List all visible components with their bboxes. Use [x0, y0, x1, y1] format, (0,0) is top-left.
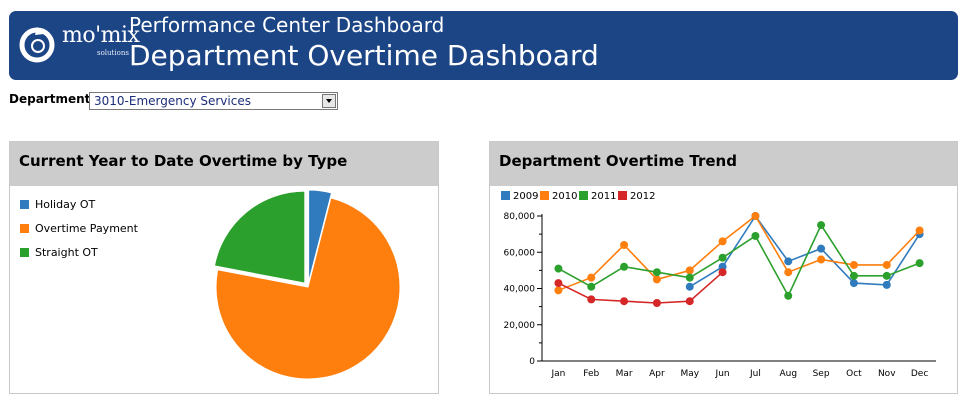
legend-label-2012: 2012 — [630, 191, 655, 202]
pie-legend-item: Straight OT — [20, 246, 98, 259]
data-point-2011[interactable] — [915, 259, 924, 268]
series-line-2012 — [558, 271, 724, 304]
legend-label-2009: 2009 — [513, 191, 538, 202]
data-point-2010[interactable] — [915, 226, 924, 235]
legend-swatch — [20, 248, 29, 257]
pie-chart — [213, 189, 401, 380]
department-select-value: 3010-Emergency Services — [94, 94, 251, 108]
pie-legend-label: Overtime Payment — [35, 222, 138, 235]
data-point-2011[interactable] — [817, 221, 826, 230]
data-point-2010[interactable] — [718, 237, 727, 246]
y-tick-label: 60,000 — [504, 248, 536, 258]
pie-legend-label: Straight OT — [35, 246, 98, 259]
legend-swatch — [618, 191, 627, 200]
legend-swatch — [20, 200, 29, 209]
data-point-2011[interactable] — [620, 262, 629, 271]
data-point-2011[interactable] — [685, 273, 694, 282]
data-point-2010[interactable] — [882, 260, 891, 269]
company-logo: mo'mix solutions — [17, 21, 140, 65]
logo-swirl-icon — [19, 27, 55, 63]
data-point-2009[interactable] — [882, 280, 891, 289]
x-tick-label: Apr — [649, 369, 665, 379]
data-point-2012[interactable] — [587, 295, 596, 304]
x-tick-label: Dec — [911, 369, 928, 379]
legend-swatch — [540, 191, 549, 200]
x-tick-label: Feb — [583, 369, 599, 379]
legend-label-2010: 2010 — [552, 191, 577, 202]
overtime-trend-panel: Department Overtime Trend 2009 2010 2011 20… — [489, 141, 958, 394]
data-point-2010[interactable] — [620, 241, 629, 249]
series-line-2011 — [558, 223, 920, 298]
data-point-2011[interactable] — [554, 264, 563, 273]
pie-legend-item: Overtime Payment — [20, 222, 138, 235]
data-point-2010[interactable] — [817, 255, 826, 264]
pie-slice-overtime-payment[interactable] — [215, 197, 401, 380]
x-tick-label: Jul — [749, 369, 761, 379]
data-point-2010[interactable] — [554, 286, 563, 295]
data-point-2010[interactable] — [784, 268, 793, 277]
series-line-2010 — [558, 214, 921, 292]
panel-header: Department Overtime Trend — [490, 142, 957, 186]
data-point-2010[interactable] — [587, 273, 596, 282]
data-point-2009[interactable] — [849, 279, 858, 288]
panel-title: Current Year to Date Overtime by Type — [19, 152, 348, 170]
data-point-2012[interactable] — [652, 299, 661, 307]
chevron-down-icon[interactable] — [322, 94, 336, 108]
pie-slice-holiday-ot[interactable] — [308, 189, 333, 283]
logo-text: mo'mix — [62, 23, 140, 48]
line-chart: 2009 2010 2011 2012 0 20,000 40,000 60,000 80,00… — [501, 191, 936, 379]
data-point-2010[interactable] — [849, 260, 858, 269]
department-label: Department — [9, 92, 91, 106]
data-point-2009[interactable] — [685, 282, 694, 291]
data-point-2010[interactable] — [685, 266, 694, 275]
overtime-by-type-panel: Current Year to Date Overtime by Type Ho… — [9, 141, 439, 394]
department-select[interactable]: 3010-Emergency Services — [89, 92, 338, 110]
dashboard-header: mo'mix solutions Performance Center Dash… — [9, 11, 958, 80]
y-tick-label: 20,000 — [504, 321, 536, 331]
y-tick-label: 0 — [529, 357, 535, 367]
x-tick-label: Jan — [550, 369, 565, 379]
pie-slice-straight-ot[interactable] — [213, 190, 306, 284]
data-point-2011[interactable] — [718, 253, 727, 262]
data-point-2009[interactable] — [817, 244, 826, 253]
data-point-2011[interactable] — [751, 231, 760, 240]
series-line-2009 — [689, 214, 921, 288]
data-point-2011[interactable] — [849, 271, 858, 280]
data-point-2011[interactable] — [652, 268, 661, 277]
data-point-2012[interactable] — [620, 297, 629, 306]
data-point-2010[interactable] — [751, 212, 760, 220]
pie-legend-item: Holiday OT — [20, 198, 95, 211]
x-tick-label: Nov — [878, 369, 896, 379]
y-tick-label: 80,000 — [504, 212, 536, 222]
data-point-2011[interactable] — [587, 282, 596, 291]
data-point-2012[interactable] — [554, 279, 563, 288]
data-point-2012[interactable] — [685, 297, 694, 306]
x-tick-label: Oct — [846, 369, 862, 379]
data-point-2009[interactable] — [784, 257, 793, 266]
page-supertitle: Performance Center Dashboard — [129, 13, 445, 37]
x-tick-label: Aug — [779, 369, 797, 379]
x-tick-label: Sep — [813, 369, 830, 379]
y-tick-label: 40,000 — [504, 285, 536, 295]
data-point-2011[interactable] — [882, 271, 891, 280]
panel-title: Department Overtime Trend — [499, 152, 737, 170]
panel-header: Current Year to Date Overtime by Type — [10, 142, 438, 186]
page-title: Department Overtime Dashboard — [129, 39, 599, 72]
legend-label-2011: 2011 — [591, 191, 616, 202]
x-tick-label: Mar — [616, 369, 633, 379]
x-tick-label: Jun — [715, 369, 730, 379]
legend-swatch — [501, 191, 510, 200]
logo-subtext: solutions — [97, 49, 129, 57]
legend-swatch — [579, 191, 588, 200]
data-point-2012[interactable] — [718, 268, 727, 277]
data-point-2010[interactable] — [652, 275, 661, 284]
legend-swatch — [20, 224, 29, 233]
pie-legend-label: Holiday OT — [35, 198, 96, 211]
data-point-2011[interactable] — [784, 291, 793, 300]
x-tick-label: May — [680, 369, 699, 379]
